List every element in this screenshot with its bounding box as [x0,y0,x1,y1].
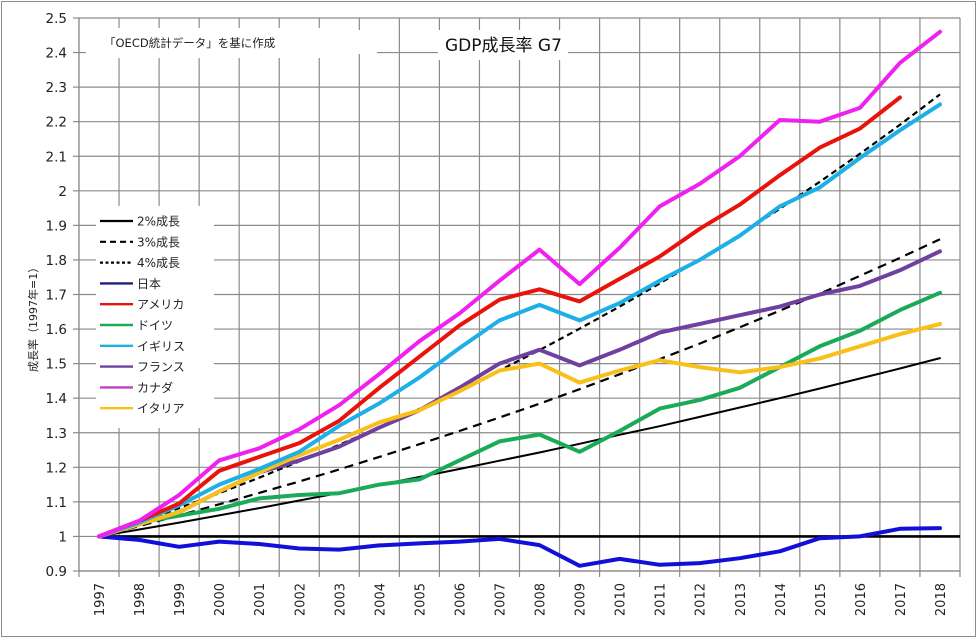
x-tick-label: 2005 [413,583,428,616]
x-tick-label: 2006 [453,583,468,616]
y-tick-label: 1.3 [46,426,67,442]
x-tick-label: 1999 [173,583,188,616]
x-tick-label: 2014 [774,583,789,616]
x-tick-label: 2003 [333,583,348,616]
series-line-5 [97,290,942,539]
y-axis-title: 成長率（1997年=1） [26,262,40,372]
series-line-3 [97,526,942,568]
chart-title: GDP成長率 G7 [445,36,562,56]
y-tick-label: 0.9 [46,564,67,580]
x-tick-label: 2018 [934,583,949,616]
x-tick-label: 2012 [694,583,709,616]
legend-label-4: アメリカ [137,298,184,312]
title-bg [438,30,568,60]
x-tick-label: 2011 [654,583,669,616]
legend-label-3: 日本 [137,277,161,291]
series-line-0 [98,357,941,538]
series-line-6 [97,102,942,539]
legend-label-8: カナダ [137,380,173,395]
x-tick-label: 2004 [373,583,388,616]
x-tick-label: 2017 [894,583,909,616]
x-tick-label: 2016 [854,583,869,616]
x-tick-label: 2010 [614,583,629,616]
series-line-8 [97,29,942,539]
series-line-4 [97,95,902,539]
legend-label-6: イギリス [137,339,185,353]
y-tick-label: 2.5 [46,11,67,27]
y-tick-label: 1 [58,529,67,545]
y-tick-label: 1.7 [46,288,67,304]
y-tick-label: 1.5 [46,357,67,373]
legend-label-1: 3%成長 [137,235,180,249]
x-tick-label: 2000 [213,583,228,616]
y-tick-label: 1.8 [46,253,67,269]
y-tick-label: 2.1 [46,149,67,165]
y-tick-label: 2.3 [46,80,67,96]
legend-bg [96,206,214,428]
x-tick-label: 1998 [133,583,148,616]
y-tick-labels: 0.9 1 1.1 1.2 1.3 1.4 1.5 1.6 1.7 1.8 1.9 2 2.1 2.2 2.… [46,11,67,580]
axes [73,17,960,572]
annotation-bg [86,28,320,58]
legend-label-2: 4%成長 [137,256,180,270]
y-tick-label: 2 [58,184,67,200]
y-tick-label: 1.4 [46,391,67,407]
y-tick-label: 1.1 [46,495,67,511]
y-tick-label: 1.6 [46,322,67,338]
series-lines [97,29,960,568]
series-line-9 [97,321,942,539]
y-tick-label: 2.4 [46,46,67,62]
legend-label-5: ドイツ [137,319,173,333]
x-tick-labels: 1997 1998 1999 2000 2001 2002 2003 2004 2005 2006… [93,583,949,616]
legend-label-7: フランス [137,360,185,374]
legend-label-9: イタリア [137,402,185,416]
x-tick-label: 2013 [734,583,749,616]
x-tick-label: 2007 [493,583,508,616]
x-tick-label: 2009 [574,583,589,616]
y-tick-label: 2.2 [46,115,67,131]
x-tick-label: 2015 [814,583,829,616]
x-tick-label: 2002 [293,583,308,616]
source-annotation: 「OECD統計データ」を基に作成 [104,36,276,50]
legend-label-0: 2%成長 [137,215,180,229]
x-tick-label: 2008 [534,583,549,616]
x-tick-label: 2001 [253,583,268,616]
y-tick-label: 1.2 [46,460,67,476]
y-tick-label: 1.9 [46,218,67,234]
x-tick-label: 1997 [93,583,108,616]
